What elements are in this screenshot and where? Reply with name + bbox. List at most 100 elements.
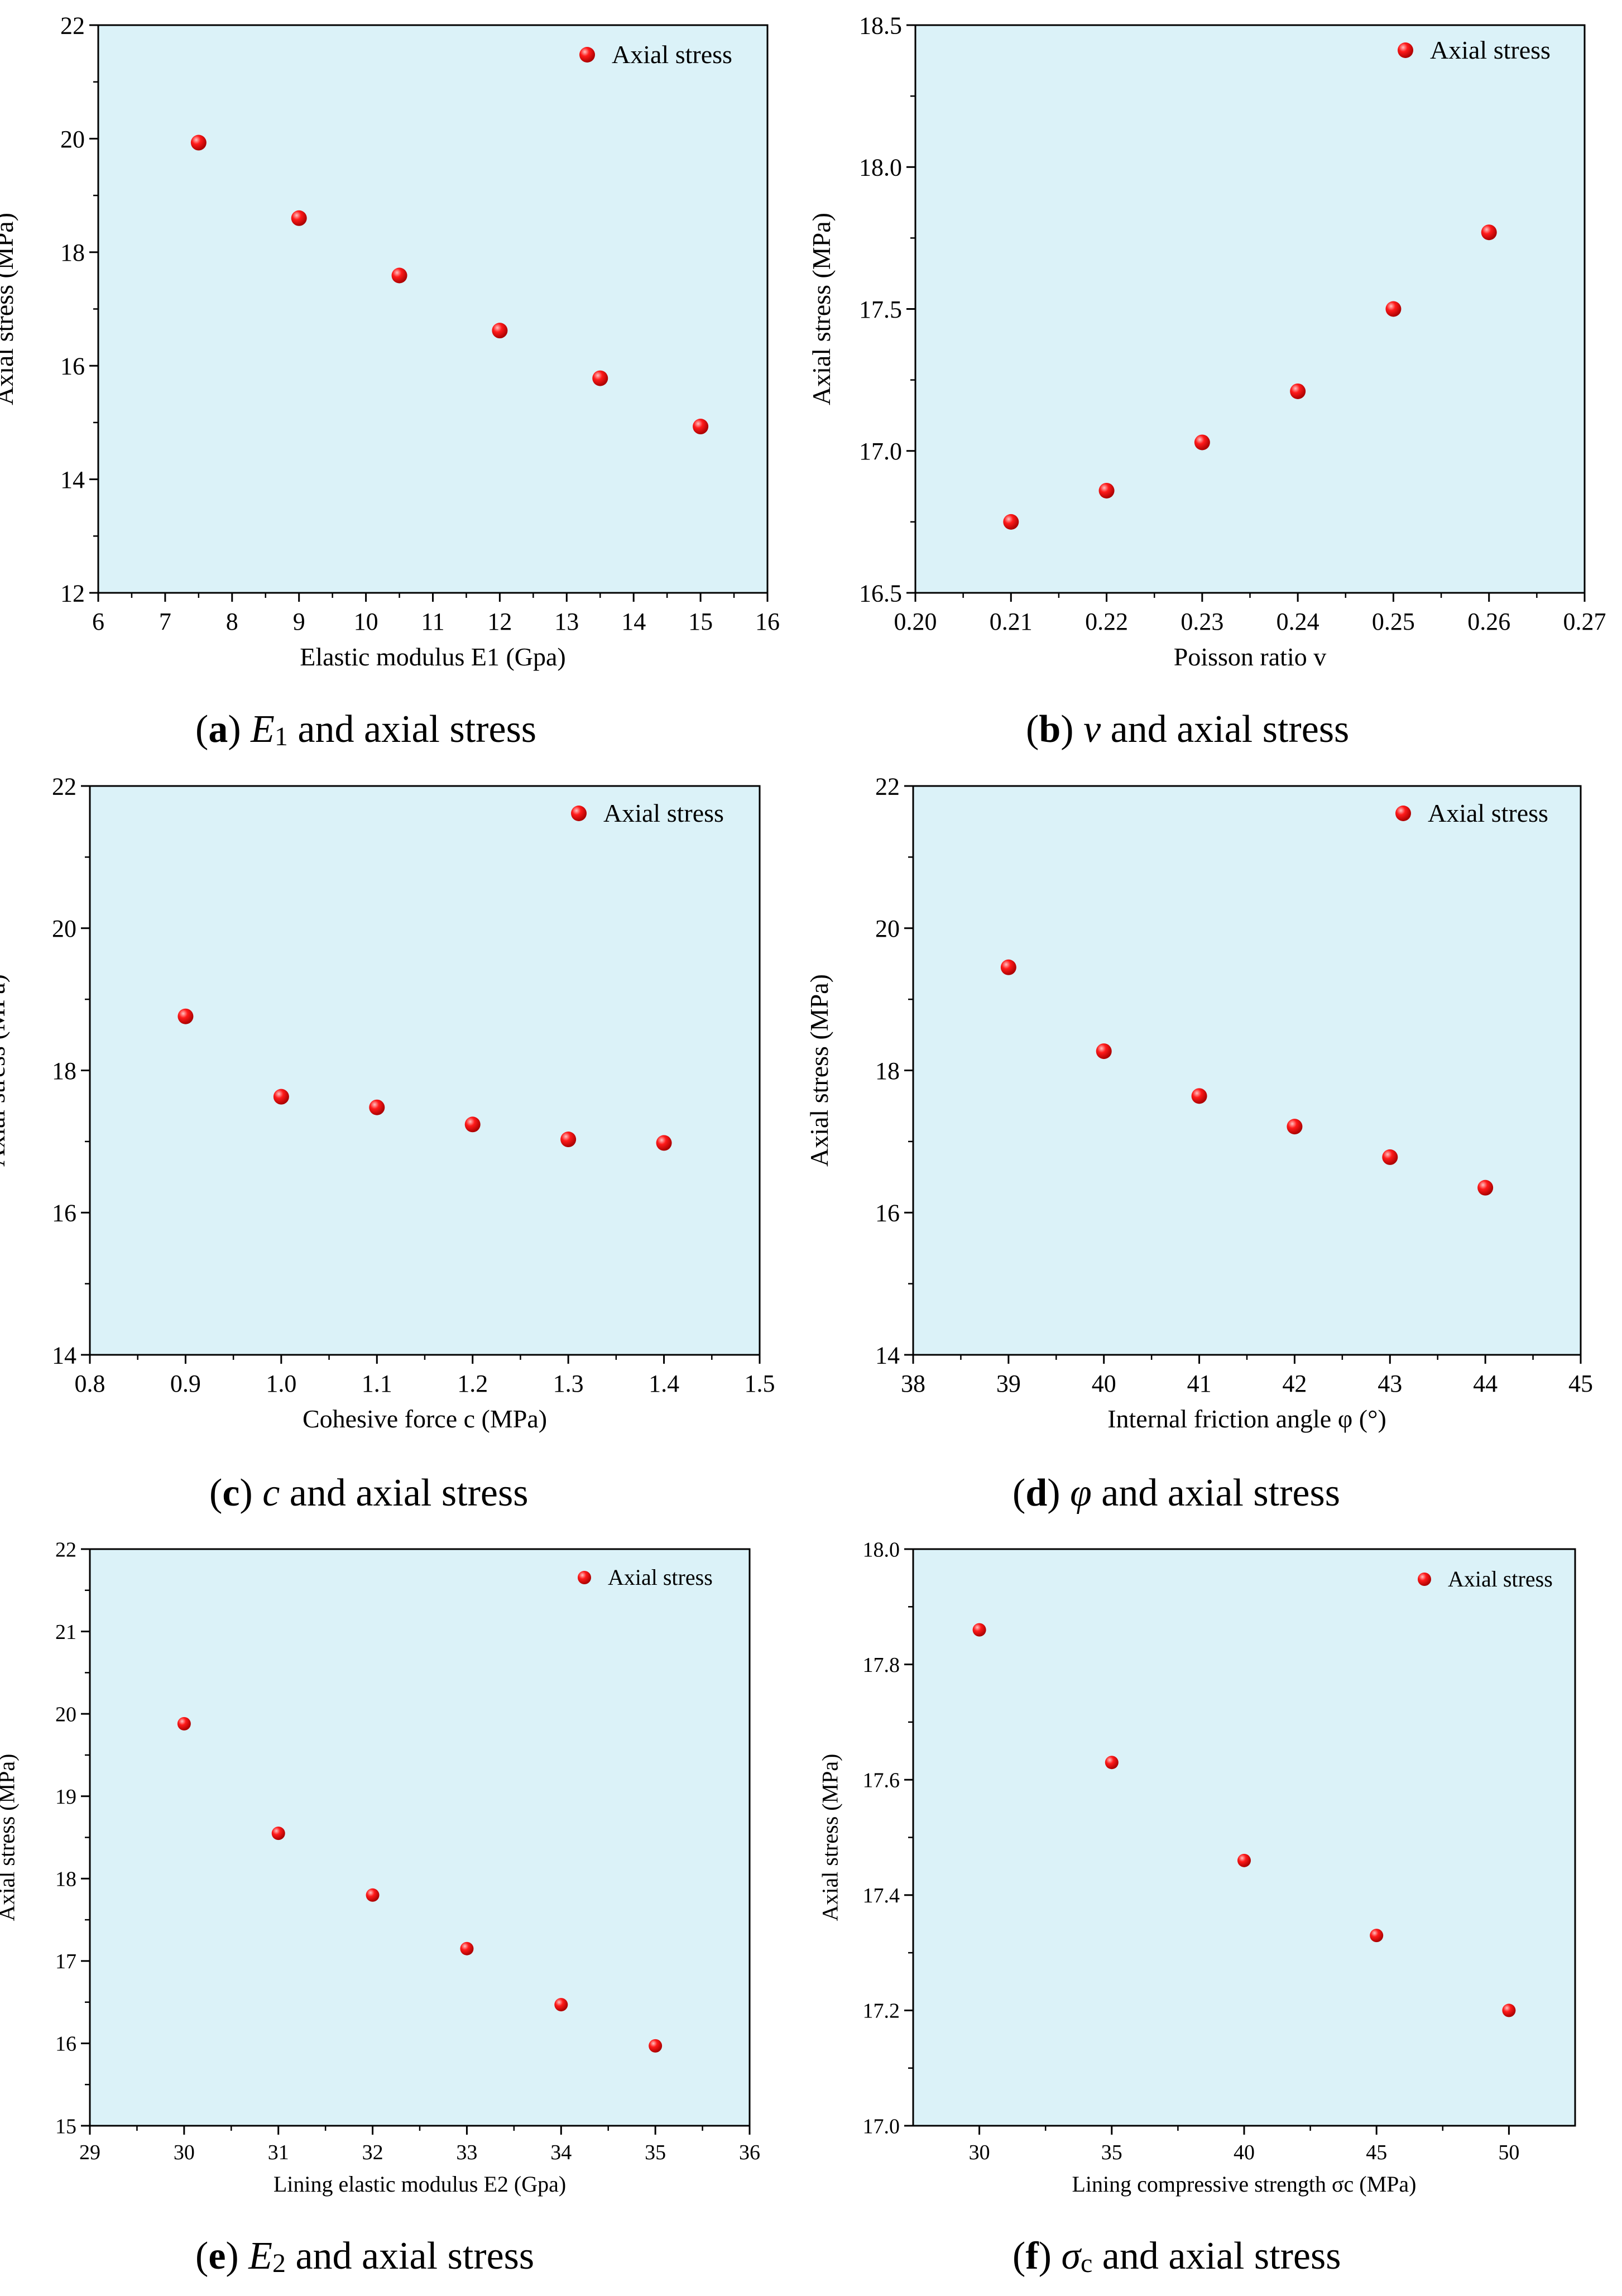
- data-point: [366, 1888, 380, 1902]
- y-tick-label: 18: [52, 1057, 76, 1085]
- y-tick-label: 16.5: [859, 579, 902, 607]
- caption-text: and axial stress: [287, 708, 537, 751]
- x-tick-label: 0.23: [1180, 608, 1223, 635]
- x-tick-label: 31: [268, 2141, 289, 2164]
- y-tick-label: 22: [52, 773, 76, 800]
- x-tick-label: 15: [688, 608, 713, 635]
- caption-c: (c) c and axial stress: [209, 1471, 529, 1514]
- y-tick-label: 17.8: [863, 1653, 900, 1677]
- x-axis-label: Lining elastic modulus E2 (Gpa): [273, 2172, 566, 2197]
- y-tick-label: 20: [60, 126, 85, 153]
- x-tick-label: 50: [1498, 2141, 1519, 2164]
- y-axis-label: Axial stress (MPa): [807, 213, 836, 405]
- x-tick-label: 45: [1568, 1370, 1593, 1397]
- y-tick-label: 21: [55, 1621, 76, 1644]
- x-tick-label: 38: [901, 1370, 925, 1397]
- x-tick-label: 30: [969, 2141, 990, 2164]
- y-tick-label: 18: [60, 239, 85, 266]
- data-point: [560, 1132, 577, 1148]
- y-tick-label: 20: [55, 1703, 76, 1726]
- caption-subscript: 2: [272, 2249, 286, 2278]
- y-tick-label: 22: [60, 12, 85, 39]
- caption-letter: a: [208, 708, 228, 751]
- x-tick-label: 40: [1092, 1370, 1116, 1397]
- x-tick-label: 8: [226, 608, 238, 635]
- y-tick-label: 17.0: [859, 438, 902, 465]
- caption-letter: e: [208, 2235, 226, 2278]
- x-tick-label: 1.4: [649, 1370, 679, 1397]
- x-tick-label: 7: [159, 608, 171, 635]
- data-point: [1370, 1929, 1384, 1943]
- chart-panel-b: 0.20 0.21 0.22 0.23 0.24 0.25 0.26 0.27 16.5 17.0…: [807, 12, 1606, 671]
- caption-letter: f: [1025, 2235, 1039, 2278]
- legend-marker: [1398, 42, 1413, 58]
- data-point: [1290, 383, 1306, 399]
- x-tick-label: 14: [621, 608, 646, 635]
- data-point: [1237, 1853, 1251, 1867]
- data-point: [177, 1717, 191, 1731]
- x-tick-label: 43: [1378, 1370, 1402, 1397]
- legend-marker: [578, 1571, 591, 1584]
- data-point: [693, 419, 709, 435]
- caption-letter: b: [1039, 708, 1061, 751]
- y-axis-label: Axial stress (MPa): [0, 213, 18, 405]
- x-tick-label: 33: [456, 2141, 477, 2164]
- y-axis-label: Axial stress (MPa): [0, 1754, 20, 1921]
- data-point: [1098, 482, 1115, 498]
- x-tick-label: 40: [1234, 2141, 1255, 2164]
- caption-symbol: v: [1083, 708, 1101, 751]
- data-point: [1000, 959, 1016, 975]
- legend-label: Axial stress: [1428, 799, 1548, 827]
- caption-e: (e) E2 and axial stress: [195, 2235, 535, 2278]
- x-tick-label: 6: [92, 608, 104, 635]
- x-tick-label: 12: [487, 608, 512, 635]
- x-tick-label: 11: [421, 608, 444, 635]
- data-point: [972, 1623, 986, 1637]
- x-tick-label: 41: [1187, 1370, 1212, 1397]
- x-tick-label: 35: [1101, 2141, 1122, 2164]
- legend-label: Axial stress: [608, 1565, 713, 1590]
- y-tick-label: 16: [55, 2033, 76, 2056]
- data-point: [656, 1135, 672, 1151]
- x-tick-label: 16: [755, 608, 780, 635]
- y-axis-label: Axial stress (MPa): [0, 974, 10, 1167]
- chart-panel-d: 38 39 40 41 42 43 44 45 14 16 18 20 22 Internal frict…: [805, 773, 1593, 1433]
- x-tick-label: 35: [645, 2141, 666, 2164]
- data-point: [1096, 1043, 1112, 1060]
- y-axis-label: Axial stress (MPa): [805, 974, 833, 1167]
- x-tick-label: 1.1: [362, 1370, 392, 1397]
- data-point: [1287, 1119, 1303, 1135]
- data-point: [464, 1116, 481, 1133]
- y-tick-label: 17: [55, 1950, 76, 1973]
- data-point: [1502, 2003, 1516, 2017]
- caption-text: and axial stress: [1091, 1471, 1340, 1514]
- x-tick-label: 0.22: [1085, 608, 1128, 635]
- x-tick-label: 9: [293, 608, 305, 635]
- data-point: [271, 1827, 285, 1840]
- x-tick-label: 1.2: [457, 1370, 488, 1397]
- caption-symbol: σ: [1061, 2235, 1081, 2278]
- legend-label: Axial stress: [612, 40, 732, 69]
- data-point: [1385, 301, 1402, 317]
- data-point: [492, 323, 508, 339]
- caption-letter: c: [222, 1471, 240, 1514]
- legend-marker: [1395, 806, 1411, 821]
- x-tick-label: 0.8: [75, 1370, 105, 1397]
- x-tick-label: 0.9: [170, 1370, 201, 1397]
- y-tick-label: 17.6: [863, 1769, 900, 1792]
- y-tick-label: 14: [60, 466, 85, 493]
- caption-b: (b) v and axial stress: [1026, 708, 1350, 751]
- legend-label: Axial stress: [1430, 36, 1551, 64]
- y-tick-label: 16: [60, 353, 85, 380]
- y-tick-label: 18: [875, 1057, 900, 1085]
- data-point: [1105, 1756, 1119, 1770]
- plot-area: [913, 786, 1581, 1355]
- legend-label: Axial stress: [603, 799, 724, 827]
- x-tick-label: 32: [362, 2141, 383, 2164]
- data-point: [1481, 224, 1497, 241]
- x-tick-label: 29: [79, 2141, 100, 2164]
- x-tick-label: 0.25: [1372, 608, 1415, 635]
- caption-a: (a) E1 and axial stress: [195, 708, 537, 751]
- y-tick-label: 12: [60, 579, 85, 607]
- x-tick-label: 0.24: [1277, 608, 1319, 635]
